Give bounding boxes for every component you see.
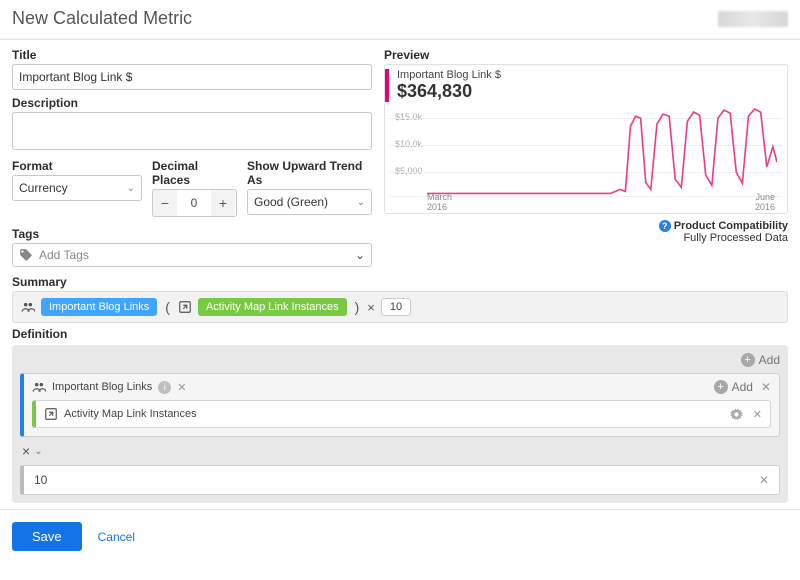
chevron-down-icon: ⌄ bbox=[127, 183, 135, 194]
page-header: New Calculated Metric bbox=[0, 0, 800, 40]
segment-name: Important Blog Links bbox=[52, 381, 152, 393]
segment-icon bbox=[21, 300, 35, 314]
definition-add-button[interactable]: + Add bbox=[741, 353, 780, 367]
y-tick-label: $5,000 bbox=[395, 166, 423, 176]
decimal-label: Decimal Places bbox=[152, 159, 237, 187]
chevron-down-icon: ⌄ bbox=[34, 446, 42, 457]
title-label: Title bbox=[12, 48, 372, 62]
info-icon: ? bbox=[659, 220, 671, 232]
format-select[interactable]: Currency ⌄ bbox=[12, 175, 142, 201]
decimal-stepper[interactable]: − 0 + bbox=[152, 189, 237, 217]
y-tick-label: $15.0k bbox=[395, 112, 422, 122]
description-input[interactable] bbox=[12, 112, 372, 150]
tags-placeholder: Add Tags bbox=[39, 248, 89, 262]
trend-value: Good (Green) bbox=[254, 195, 328, 209]
static-value: 10 bbox=[34, 473, 47, 487]
metric-row[interactable]: Activity Map Link Instances ✕ bbox=[32, 400, 771, 428]
metric-icon bbox=[178, 300, 192, 314]
tags-input[interactable]: Add Tags ⌄ bbox=[12, 243, 372, 267]
tags-label: Tags bbox=[12, 227, 372, 241]
description-field-group: Description bbox=[12, 96, 372, 153]
y-tick-label: $10.0k bbox=[395, 139, 422, 149]
remove-container-icon[interactable]: ✕ bbox=[761, 380, 771, 394]
trend-label: Show Upward Trend As bbox=[247, 159, 372, 187]
summary-static-value: 10 bbox=[381, 298, 411, 316]
decimal-increment-button[interactable]: + bbox=[211, 190, 235, 216]
format-value: Currency bbox=[19, 181, 68, 195]
description-label: Description bbox=[12, 96, 372, 110]
close-paren: ) bbox=[353, 299, 362, 315]
x-start-label: March2016 bbox=[427, 193, 452, 213]
user-identity-blurred bbox=[718, 11, 788, 27]
segment-add-button[interactable]: + Add bbox=[714, 380, 753, 394]
chevron-down-icon: ⌄ bbox=[355, 248, 365, 262]
info-icon[interactable]: i bbox=[158, 381, 171, 394]
compat-heading: Product Compatibility bbox=[674, 220, 788, 232]
metric-icon bbox=[44, 407, 58, 421]
plus-circle-icon: + bbox=[741, 353, 755, 367]
summary-bar: Important Blog Links ( Activity Map Link… bbox=[12, 291, 788, 323]
static-number-block[interactable]: 10 ✕ bbox=[20, 465, 780, 495]
definition-canvas[interactable]: + Add Important Blog Links i ✕ + Add ✕ bbox=[12, 345, 788, 503]
compat-text: Fully Processed Data bbox=[384, 232, 788, 244]
chart-line bbox=[427, 106, 777, 200]
cancel-link[interactable]: Cancel bbox=[98, 530, 135, 544]
footer: Save Cancel bbox=[0, 509, 800, 563]
summary-segment-pill: Important Blog Links bbox=[41, 298, 157, 316]
operator-symbol: × bbox=[22, 443, 30, 459]
preview-metric-value: $364,830 bbox=[397, 81, 787, 102]
save-button[interactable]: Save bbox=[12, 522, 82, 551]
format-label: Format bbox=[12, 159, 142, 173]
x-end-label: June2016 bbox=[755, 193, 775, 213]
open-paren: ( bbox=[163, 299, 172, 315]
summary-label: Summary bbox=[12, 275, 788, 289]
product-compatibility: ?Product Compatibility Fully Processed D… bbox=[384, 220, 788, 244]
gear-icon[interactable] bbox=[730, 408, 743, 421]
summary-metric-pill: Activity Map Link Instances bbox=[198, 298, 347, 316]
title-input[interactable] bbox=[12, 64, 372, 90]
remove-metric-icon[interactable]: ✕ bbox=[753, 408, 762, 421]
decimal-decrement-button[interactable]: − bbox=[153, 190, 177, 216]
preview-label: Preview bbox=[384, 48, 788, 62]
remove-static-icon[interactable]: ✕ bbox=[759, 473, 769, 487]
title-field-group: Title bbox=[12, 48, 372, 90]
preview-chart: $15.0k $10.0k $5,000 March2016 June2016 bbox=[389, 106, 781, 211]
plus-circle-icon: + bbox=[714, 380, 728, 394]
preview-panel: Important Blog Link $ $364,830 $15.0k $1… bbox=[384, 64, 788, 214]
remove-segment-icon[interactable]: ✕ bbox=[177, 381, 186, 394]
chevron-down-icon: ⌄ bbox=[357, 197, 365, 208]
metric-name: Activity Map Link Instances bbox=[64, 408, 197, 420]
definition-label: Definition bbox=[12, 327, 788, 341]
segment-icon bbox=[32, 380, 46, 394]
summary-operator: × bbox=[367, 300, 375, 315]
decimal-value: 0 bbox=[177, 190, 211, 216]
tag-icon bbox=[19, 248, 33, 262]
segment-container[interactable]: Important Blog Links i ✕ + Add ✕ Activit… bbox=[20, 373, 780, 437]
trend-select[interactable]: Good (Green) ⌄ bbox=[247, 189, 372, 215]
preview-metric-name: Important Blog Link $ bbox=[397, 69, 787, 81]
operator-row[interactable]: × ⌄ bbox=[22, 443, 778, 459]
page-title: New Calculated Metric bbox=[12, 8, 192, 29]
